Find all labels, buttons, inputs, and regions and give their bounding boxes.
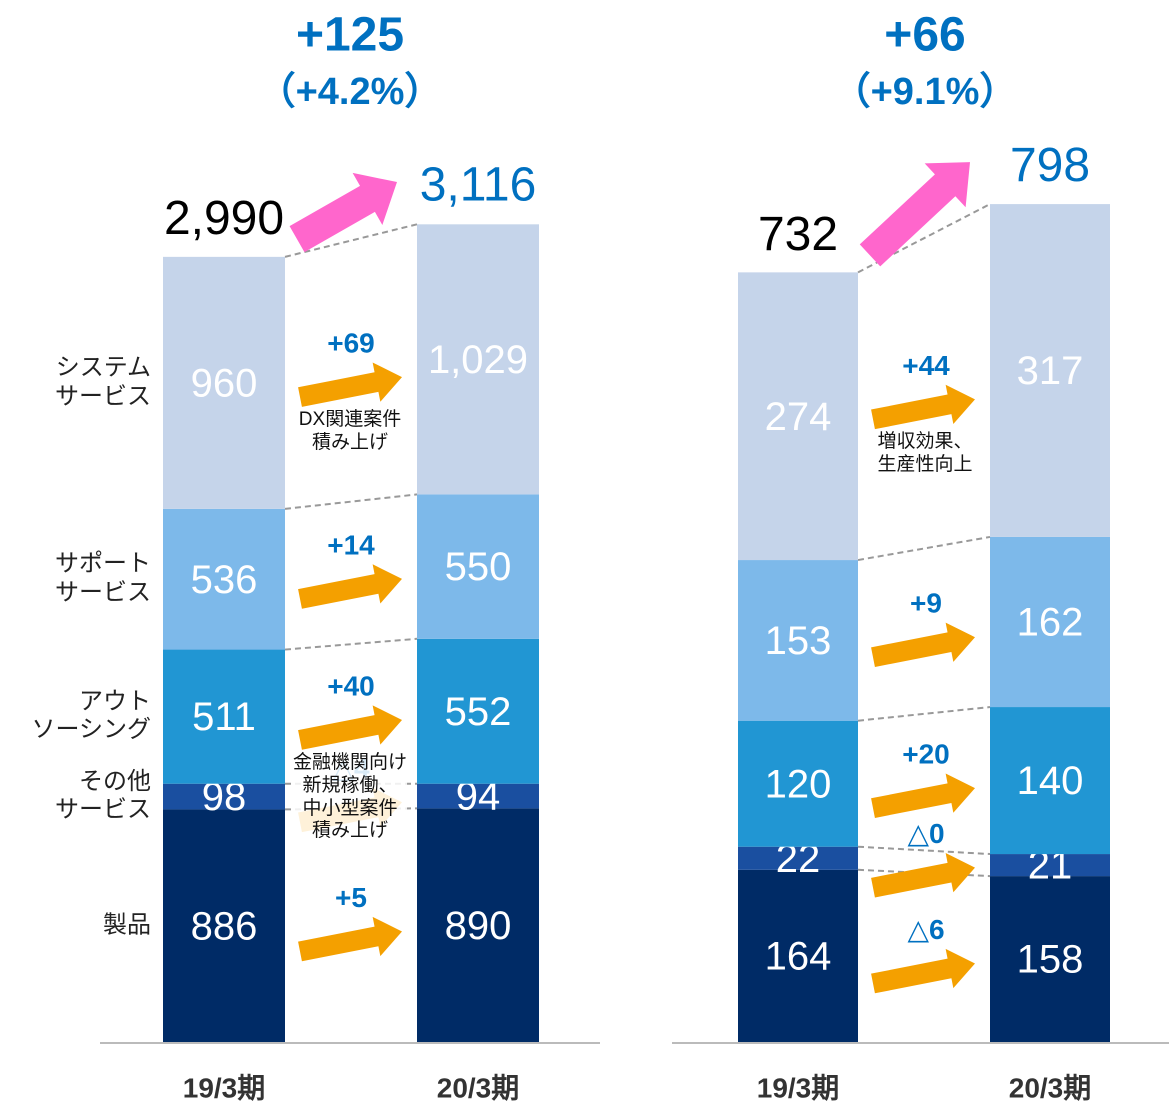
arrow — [871, 384, 975, 430]
value-label: 153 — [765, 619, 832, 663]
value-label: 960 — [191, 361, 258, 405]
arrow — [871, 773, 975, 818]
value-label: 140 — [1017, 759, 1084, 803]
bar-segment — [990, 876, 1110, 1042]
bar-segment — [163, 783, 285, 810]
value-label: 274 — [765, 395, 832, 439]
x-tick-label: 19/3期 — [757, 1072, 840, 1103]
change-label: +44 — [902, 350, 950, 381]
value-label: 317 — [1017, 349, 1084, 393]
bar-segment — [163, 809, 285, 1042]
bar-segment — [990, 854, 1110, 877]
value-label: 162 — [1017, 601, 1084, 645]
value-label: 158 — [1017, 938, 1084, 982]
arrow — [298, 564, 402, 609]
connector — [857, 535, 991, 562]
bar-segment — [738, 560, 858, 721]
series-label: アウト ソーシング — [31, 687, 151, 744]
arrow — [871, 622, 975, 668]
value-label: 120 — [765, 762, 832, 806]
bar-segment — [990, 536, 1110, 708]
bar-segment — [163, 508, 285, 650]
arrow — [859, 162, 970, 267]
arrow — [298, 362, 402, 407]
series-label: システム サービス — [55, 354, 151, 410]
value-label: 536 — [191, 558, 258, 602]
bar-segment — [417, 638, 539, 784]
chart-title: +66 — [884, 9, 965, 62]
total-label: 798 — [1010, 139, 1090, 192]
change-label: +14 — [327, 529, 375, 560]
arrow — [871, 948, 975, 994]
arrow — [298, 705, 402, 750]
bar-segment — [738, 272, 858, 561]
connector — [284, 493, 418, 510]
connector — [857, 706, 991, 722]
bar-segment — [417, 494, 539, 639]
bar-segment — [417, 783, 539, 809]
series-label: 製品 — [103, 911, 151, 939]
total-label: 732 — [758, 208, 838, 261]
bar-segment — [738, 869, 858, 1042]
note: DX関連案件 積み上げ — [298, 409, 402, 455]
value-label: 511 — [192, 695, 256, 739]
chart-subtitle: （+9.1%） — [833, 71, 1018, 113]
bar-segment — [163, 649, 285, 784]
change-label: △6 — [907, 914, 944, 945]
note: 金融機関向け 新規稼働、 中小型案件 積み上げ — [292, 751, 408, 844]
change-label: +40 — [327, 670, 375, 701]
chart-title: +125 — [296, 9, 404, 62]
x-tick-label: 20/3期 — [1009, 1072, 1092, 1103]
arrow — [298, 916, 402, 962]
value-label: 550 — [445, 545, 512, 589]
change-label: +9 — [910, 588, 942, 619]
bar-segment — [990, 204, 1110, 537]
value-label: 890 — [445, 904, 512, 948]
bar-segment — [738, 846, 858, 870]
bar-segment — [417, 808, 539, 1042]
bar-segment — [163, 256, 285, 509]
series-label: その他 サービス — [55, 767, 151, 824]
value-label: 1,029 — [428, 338, 528, 382]
change-label: +69 — [327, 328, 375, 359]
connector — [284, 637, 418, 651]
total-label: 3,116 — [420, 159, 537, 212]
bar-segment — [417, 224, 539, 495]
bar-segment — [990, 707, 1110, 855]
chart-subtitle: （+4.2%） — [258, 71, 443, 113]
series-label: サポート サービス — [55, 550, 151, 607]
value-label: 552 — [445, 690, 512, 734]
arrow — [289, 172, 397, 253]
value-label: 164 — [765, 934, 832, 978]
connector — [284, 223, 418, 258]
total-label: 2,990 — [164, 192, 284, 245]
x-tick-label: 20/3期 — [437, 1072, 520, 1103]
connector — [857, 845, 991, 856]
change-label: +20 — [902, 739, 950, 770]
value-label: 886 — [191, 904, 258, 948]
note: 増収効果、 生産性向上 — [877, 431, 973, 477]
change-label: △0 — [907, 818, 944, 849]
bar-segment — [738, 720, 858, 847]
x-tick-label: 19/3期 — [183, 1072, 266, 1103]
arrow — [871, 853, 975, 898]
change-label: +5 — [335, 882, 367, 913]
